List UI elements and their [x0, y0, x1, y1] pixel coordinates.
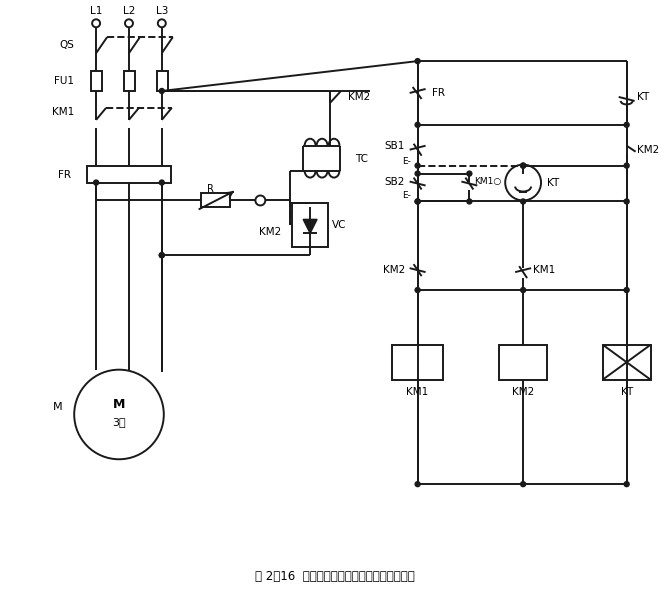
Text: SB1: SB1	[385, 141, 405, 151]
Text: KM1○: KM1○	[474, 177, 502, 186]
Circle shape	[159, 88, 164, 94]
Circle shape	[415, 199, 420, 204]
Circle shape	[415, 482, 420, 487]
Text: E-: E-	[402, 191, 411, 200]
Text: KM1: KM1	[533, 265, 555, 275]
Text: KM2: KM2	[512, 386, 534, 397]
Text: FR: FR	[431, 88, 445, 98]
Circle shape	[415, 163, 420, 168]
Circle shape	[159, 253, 164, 257]
Bar	[392, 345, 444, 380]
Text: KM1: KM1	[52, 107, 74, 117]
Text: L1: L1	[90, 7, 103, 16]
Text: KM1: KM1	[407, 386, 429, 397]
Circle shape	[415, 287, 420, 293]
Circle shape	[159, 180, 164, 185]
Circle shape	[467, 171, 472, 176]
Circle shape	[624, 199, 629, 204]
Text: KT: KT	[547, 178, 559, 188]
Circle shape	[521, 482, 525, 487]
Circle shape	[624, 163, 629, 168]
Text: KT: KT	[620, 386, 632, 397]
Text: KM2: KM2	[348, 92, 371, 102]
Text: M: M	[52, 401, 62, 412]
Text: TC: TC	[355, 154, 368, 164]
Text: FU1: FU1	[54, 76, 74, 86]
Bar	[603, 345, 651, 380]
Circle shape	[624, 287, 629, 293]
Text: 图 2－16  以时间原则控制的单向能耗制动线路: 图 2－16 以时间原则控制的单向能耗制动线路	[255, 570, 415, 583]
Text: KM2: KM2	[383, 265, 405, 275]
Circle shape	[624, 482, 629, 487]
Text: KT: KT	[636, 92, 649, 102]
Text: KM2: KM2	[636, 145, 659, 155]
Bar	[200, 193, 230, 208]
Circle shape	[521, 287, 525, 293]
Text: M: M	[113, 398, 125, 411]
Circle shape	[415, 122, 420, 127]
Bar	[87, 166, 171, 182]
Circle shape	[94, 180, 98, 185]
Text: R: R	[207, 184, 214, 194]
Text: FR: FR	[58, 170, 71, 179]
Bar	[124, 71, 135, 91]
Circle shape	[415, 171, 420, 176]
Text: L2: L2	[123, 7, 135, 16]
Text: QS: QS	[60, 40, 74, 50]
Circle shape	[467, 199, 472, 204]
Circle shape	[415, 199, 420, 204]
Text: L3: L3	[155, 7, 168, 16]
Circle shape	[521, 163, 525, 168]
Circle shape	[159, 253, 164, 257]
Text: VC: VC	[332, 220, 346, 230]
Circle shape	[624, 122, 629, 127]
Bar	[499, 345, 547, 380]
Bar	[91, 71, 102, 91]
Polygon shape	[303, 220, 317, 233]
Bar	[292, 203, 328, 247]
Circle shape	[521, 163, 525, 168]
Circle shape	[415, 59, 420, 64]
Text: 3～: 3～	[112, 418, 126, 427]
Circle shape	[521, 199, 525, 204]
Bar	[157, 71, 168, 91]
Text: E-: E-	[402, 157, 411, 166]
Text: SB2: SB2	[385, 176, 405, 187]
Text: KM2: KM2	[259, 227, 281, 238]
